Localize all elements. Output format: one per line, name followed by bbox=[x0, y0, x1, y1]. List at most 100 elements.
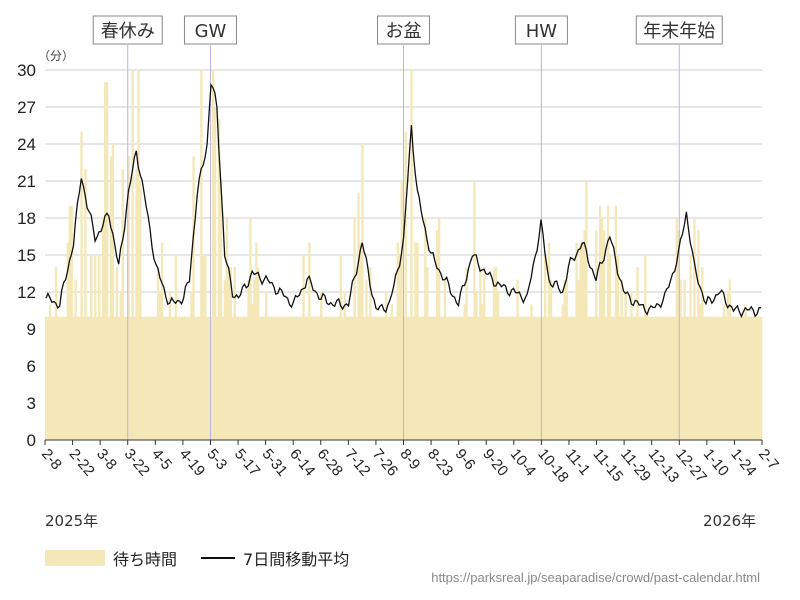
wait-time-bar bbox=[736, 316, 739, 440]
year-start-label: 2025年 bbox=[45, 512, 99, 530]
wait-time-bar bbox=[640, 316, 643, 440]
wait-time-bar bbox=[62, 316, 66, 440]
wait-time-bar bbox=[284, 316, 288, 440]
wait-time-bar bbox=[337, 316, 341, 440]
wait-time-bar bbox=[306, 316, 309, 440]
wait-time-bar bbox=[119, 292, 123, 440]
wait-time-bar bbox=[233, 267, 236, 440]
wait-time-bar bbox=[756, 316, 759, 440]
wait-time-bar bbox=[634, 316, 637, 440]
wait-time-bar bbox=[139, 181, 142, 440]
x-tick-label: 2-8 bbox=[38, 446, 65, 474]
wait-time-bar bbox=[286, 316, 289, 440]
wait-time-bar bbox=[375, 316, 378, 440]
wait-time-bar bbox=[463, 304, 466, 440]
wait-time-bar bbox=[170, 316, 174, 440]
wait-time-bar bbox=[689, 255, 692, 440]
wait-time-bar bbox=[553, 316, 557, 440]
wait-time-bar bbox=[227, 267, 231, 440]
wait-time-bar bbox=[451, 316, 454, 440]
wait-time-bar bbox=[386, 316, 390, 440]
wait-time-bar bbox=[610, 316, 614, 440]
wait-time-bar bbox=[153, 316, 156, 440]
wait-time-bar bbox=[614, 205, 618, 440]
y-tick-label: 24 bbox=[17, 135, 36, 154]
wait-time-bar bbox=[430, 316, 433, 440]
wait-time-bar bbox=[706, 316, 710, 440]
wait-time-bar bbox=[551, 316, 555, 440]
event-label: お盆 bbox=[386, 21, 422, 42]
wait-time-bar bbox=[245, 316, 248, 440]
wait-time-bar bbox=[675, 218, 678, 440]
wait-time-bar bbox=[137, 70, 140, 440]
wait-time-bar bbox=[382, 316, 386, 440]
wait-time-bar bbox=[176, 316, 179, 440]
wait-time-bar bbox=[600, 218, 604, 440]
wait-time-bar bbox=[398, 255, 401, 440]
wait-time-bar bbox=[559, 316, 563, 440]
wait-time-bar bbox=[390, 304, 394, 440]
wait-time-bar bbox=[516, 279, 519, 440]
wait-time-bar bbox=[90, 255, 93, 440]
wait-time-bar bbox=[595, 230, 598, 440]
wait-time-bar bbox=[510, 316, 513, 440]
event-label-box bbox=[92, 15, 163, 45]
wait-time-bar bbox=[353, 218, 356, 440]
wait-time-bar bbox=[500, 316, 504, 440]
wait-time-bar bbox=[68, 205, 71, 440]
wait-time-bar bbox=[129, 316, 132, 440]
wait-time-bar bbox=[156, 267, 160, 440]
wait-time-bar bbox=[437, 218, 441, 440]
wait-time-bar bbox=[58, 316, 62, 440]
wait-time-bar bbox=[231, 316, 234, 440]
wait-time-bar bbox=[70, 205, 73, 440]
wait-time-bar bbox=[302, 255, 305, 440]
wait-time-bar bbox=[282, 316, 286, 440]
wait-time-bar bbox=[573, 316, 576, 440]
wait-time-bar bbox=[514, 316, 517, 440]
wait-time-bar bbox=[616, 255, 619, 440]
wait-time-bar bbox=[200, 70, 203, 440]
wait-time-bar bbox=[255, 242, 258, 440]
wait-time-bar bbox=[223, 279, 227, 440]
x-tick-labels: 2-8 2-223-8 3-224-5 4-195-3 5-175-316-146-28… bbox=[38, 440, 782, 486]
wait-time-bar bbox=[339, 255, 343, 440]
wait-time-bar bbox=[644, 255, 647, 440]
wait-time-bar bbox=[591, 316, 594, 440]
wait-time-bar bbox=[241, 316, 244, 440]
x-tick-label: 7-26 bbox=[369, 446, 401, 480]
wait-time-bar bbox=[192, 156, 195, 441]
wait-time-bar bbox=[716, 316, 720, 440]
wait-time-bar bbox=[681, 316, 684, 440]
wait-time-bar bbox=[135, 168, 138, 440]
wait-time-bar bbox=[263, 316, 266, 440]
wait-time-bar bbox=[376, 316, 380, 440]
wait-time-bar bbox=[648, 316, 651, 440]
wait-time-bar bbox=[726, 292, 730, 440]
wait-time-bar bbox=[347, 316, 350, 440]
event-markers: 春休み GW お盆 HW 年末年始 bbox=[92, 15, 723, 440]
wait-time-bar bbox=[361, 144, 364, 440]
wait-time-bar bbox=[217, 119, 221, 440]
wait-time-bar bbox=[100, 316, 103, 440]
wait-time-bar bbox=[657, 316, 661, 440]
wait-time-bar bbox=[604, 316, 608, 440]
wait-time-bar bbox=[651, 316, 655, 440]
wait-time-bar bbox=[190, 292, 193, 440]
wait-time-bar bbox=[355, 316, 358, 440]
wait-time-bar bbox=[329, 316, 333, 440]
wait-time-bar bbox=[669, 316, 673, 440]
x-tick-label: 6-28 bbox=[314, 446, 346, 480]
wait-time-bar bbox=[121, 168, 124, 440]
wait-time-bar bbox=[671, 316, 675, 440]
wait-time-bar bbox=[441, 316, 445, 440]
wait-time-bar bbox=[257, 267, 260, 440]
wait-time-bar bbox=[532, 316, 535, 440]
x-tick-label: 9-20 bbox=[479, 446, 511, 480]
wait-time-bar bbox=[728, 279, 731, 440]
wait-time-bar bbox=[406, 316, 409, 440]
source-url: https://parksreal.jp/seaparadise/crowd/p… bbox=[431, 570, 760, 585]
wait-time-bar bbox=[94, 255, 97, 440]
wait-time-bar bbox=[485, 316, 488, 440]
wait-time-bar bbox=[298, 316, 301, 440]
